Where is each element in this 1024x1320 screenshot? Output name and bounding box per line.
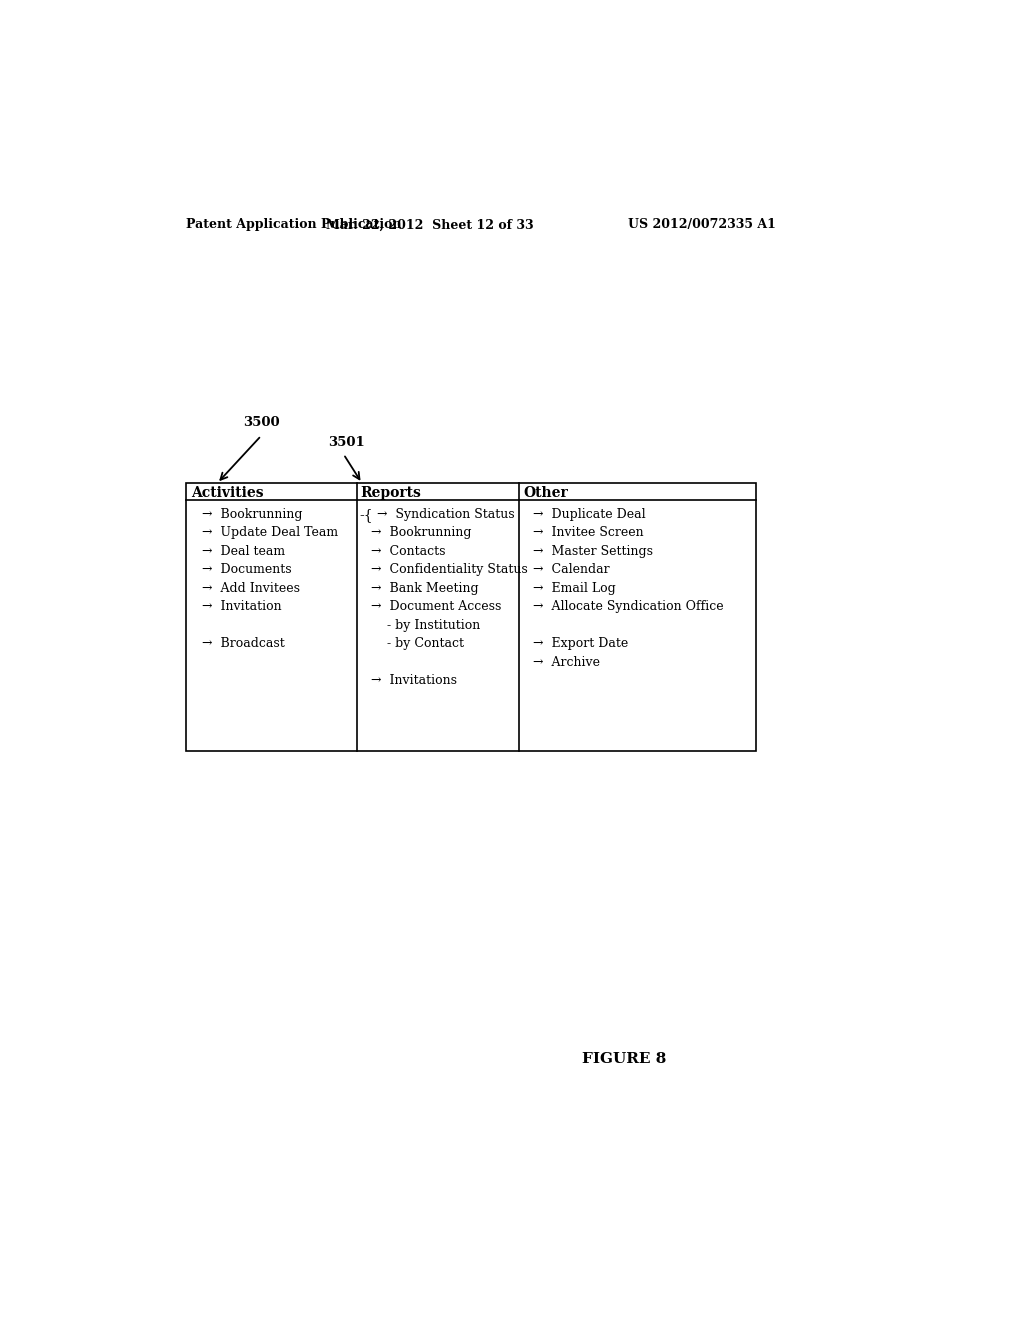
Text: →  Broadcast: → Broadcast — [202, 638, 285, 651]
Text: Reports: Reports — [360, 486, 421, 500]
Text: Mar. 22, 2012  Sheet 12 of 33: Mar. 22, 2012 Sheet 12 of 33 — [327, 218, 535, 231]
Text: →  Invitations: → Invitations — [371, 675, 457, 688]
Text: →  Syndication Status: → Syndication Status — [377, 508, 514, 521]
Text: →  Deal team: → Deal team — [202, 545, 285, 558]
Text: →  Duplicate Deal: → Duplicate Deal — [534, 508, 646, 521]
Text: Patent Application Publication: Patent Application Publication — [186, 218, 401, 231]
Text: →  Confidentiality Status: → Confidentiality Status — [371, 564, 527, 577]
Text: →  Email Log: → Email Log — [534, 582, 616, 595]
Text: →  Update Deal Team: → Update Deal Team — [202, 527, 338, 540]
Text: →  Calendar: → Calendar — [534, 564, 610, 577]
Text: →  Document Access: → Document Access — [371, 601, 501, 614]
Text: →  Master Settings: → Master Settings — [534, 545, 653, 558]
Text: →  Bookrunning: → Bookrunning — [371, 527, 471, 540]
Text: FIGURE 8: FIGURE 8 — [582, 1052, 667, 1065]
Text: - by Contact: - by Contact — [371, 638, 464, 651]
Text: →  Bank Meeting: → Bank Meeting — [371, 582, 478, 595]
Text: →  Invitee Screen: → Invitee Screen — [534, 527, 644, 540]
Text: →  Add Invitees: → Add Invitees — [202, 582, 300, 595]
Text: - by Institution: - by Institution — [371, 619, 480, 632]
Text: →  Bookrunning: → Bookrunning — [202, 508, 302, 521]
Text: Other: Other — [523, 486, 568, 500]
Text: →  Allocate Syndication Office: → Allocate Syndication Office — [534, 601, 724, 614]
Text: Activities: Activities — [190, 486, 263, 500]
Text: US 2012/0072335 A1: US 2012/0072335 A1 — [628, 218, 776, 231]
Text: 3500: 3500 — [243, 416, 280, 429]
Text: →  Export Date: → Export Date — [534, 638, 629, 651]
Text: →  Archive: → Archive — [534, 656, 600, 669]
Text: -{: -{ — [359, 508, 374, 521]
Text: →  Invitation: → Invitation — [202, 601, 282, 614]
Text: →  Contacts: → Contacts — [371, 545, 445, 558]
Text: →  Documents: → Documents — [202, 564, 291, 577]
Bar — [186, 483, 756, 751]
Text: 3501: 3501 — [328, 436, 365, 449]
